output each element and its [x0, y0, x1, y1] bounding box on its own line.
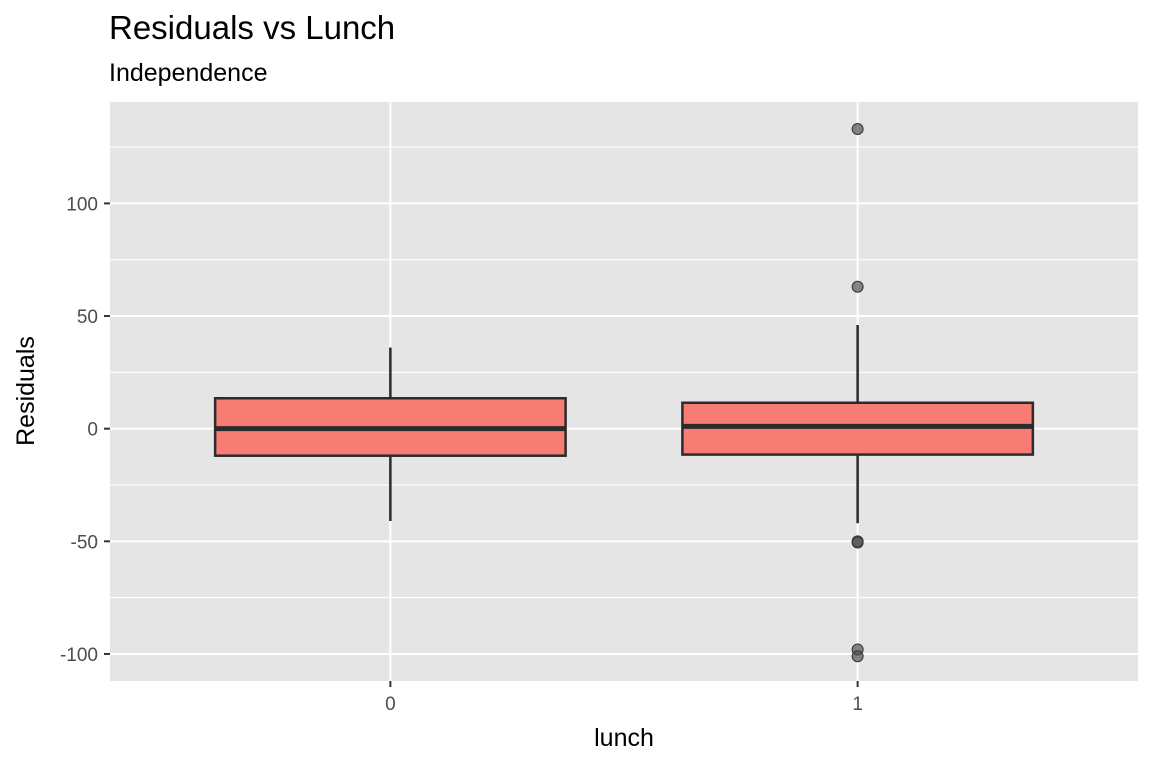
y-tick-label: 0: [87, 420, 98, 441]
axis-ticks: -100 -50 0 50 100 0 1: [60, 194, 863, 715]
y-axis-title: Residuals: [12, 336, 40, 446]
y-tick-label: -50: [71, 532, 98, 553]
x-tick-label: 0: [385, 694, 396, 715]
y-tick-label: 50: [77, 307, 98, 328]
outlier-point: [851, 280, 864, 293]
outlier-point: [851, 123, 864, 136]
chart-title: Residuals vs Lunch: [109, 9, 396, 46]
chart-subtitle: Independence: [109, 59, 268, 87]
y-tick-label: -100: [60, 645, 98, 666]
x-axis-title: lunch: [594, 724, 654, 752]
boxes: [213, 123, 1035, 663]
plot-panel: [110, 102, 1138, 681]
y-tick-label: 100: [66, 194, 98, 215]
outlier-point: [851, 650, 864, 663]
x-tick-label: 1: [852, 694, 863, 715]
outlier-point: [851, 536, 864, 549]
